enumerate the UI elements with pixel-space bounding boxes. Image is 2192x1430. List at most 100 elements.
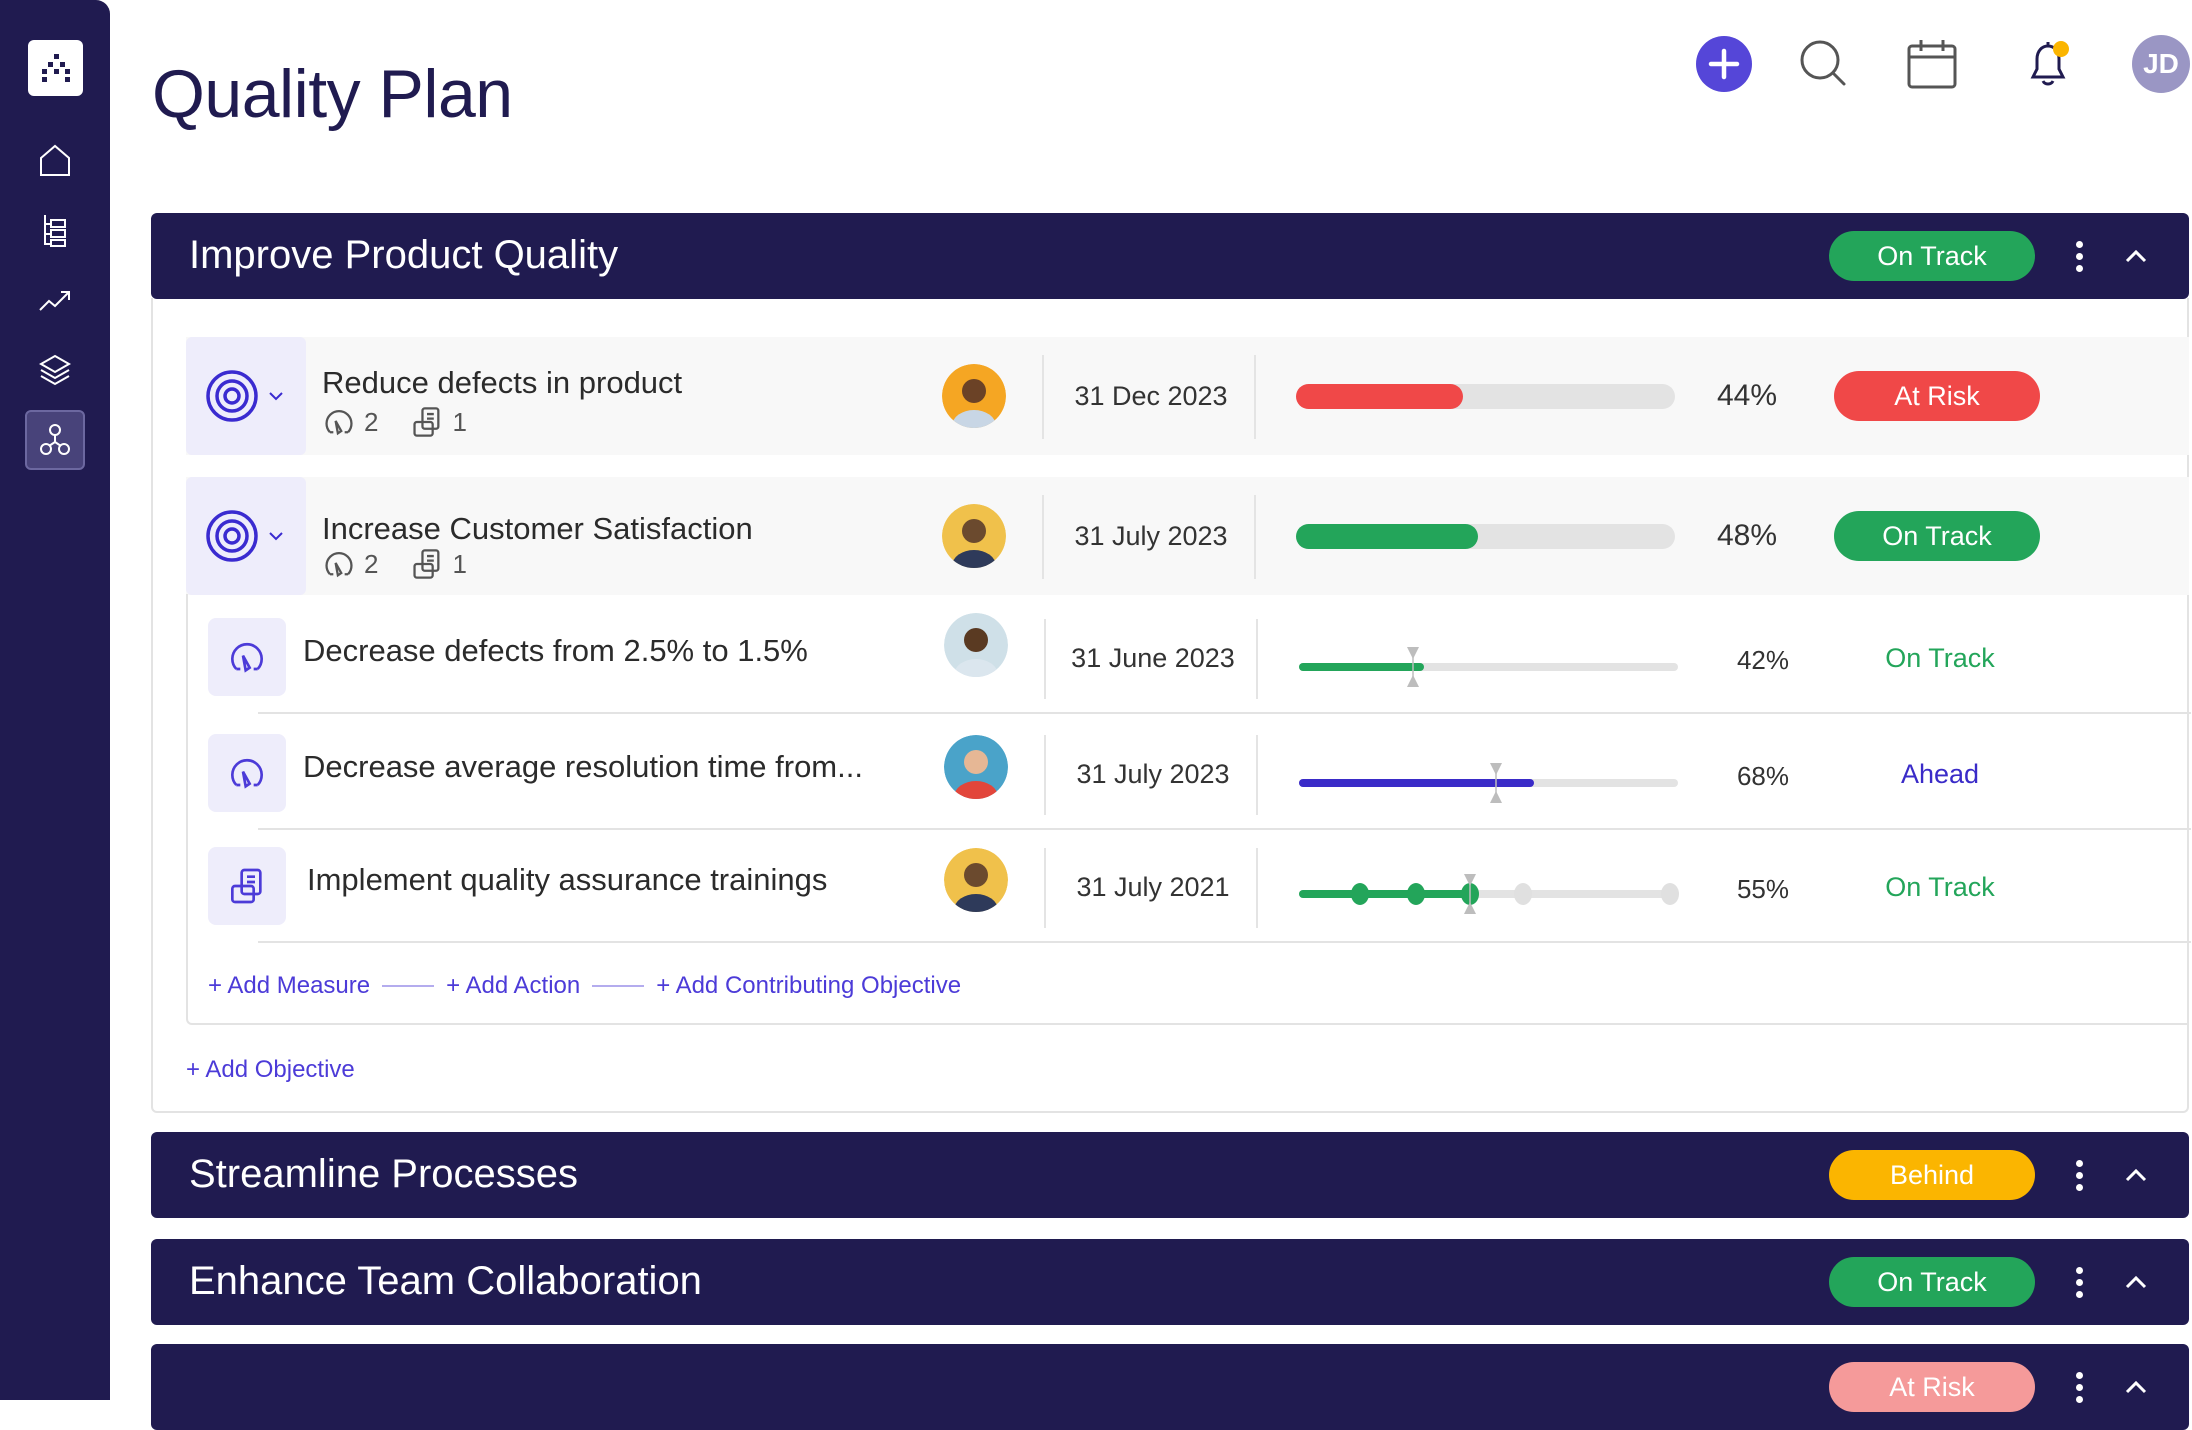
status-badge: On Track: [1829, 231, 2035, 281]
progress-percent: 42%: [1736, 645, 1790, 675]
measure-row[interactable]: Decrease defects from 2.5% to 1.5% 31 Ju…: [188, 601, 2191, 714]
progress-bar: [1296, 384, 1675, 409]
measure-title[interactable]: Decrease average resolution time from...: [303, 749, 863, 784]
add-links: + Add Measure + Add Action + Add Contrib…: [208, 972, 961, 1000]
chevron-up-icon[interactable]: [2119, 1370, 2153, 1404]
sidebar-item-trends[interactable]: [25, 270, 85, 330]
add-button[interactable]: [1694, 34, 1754, 94]
action-row[interactable]: Implement quality assurance trainings 31…: [188, 830, 2191, 943]
chevron-up-icon[interactable]: [2119, 1265, 2153, 1299]
divider: [1256, 735, 1258, 815]
search-button[interactable]: [1794, 34, 1854, 94]
section-header[interactable]: At Risk: [151, 1344, 2189, 1430]
objective-icon-block[interactable]: [186, 477, 306, 595]
divider: [1254, 355, 1256, 439]
divider: [1044, 848, 1046, 928]
progress-fill: [1299, 779, 1534, 787]
notification-dot: [2053, 41, 2069, 57]
objective-title[interactable]: Increase Customer Satisfaction: [322, 511, 753, 546]
due-date: 31 June 2023: [1071, 643, 1235, 673]
more-options-icon[interactable]: [2067, 1366, 2091, 1408]
action-document-icon: [231, 868, 262, 904]
status-text: Ahead: [1900, 759, 1980, 789]
divider: [592, 985, 645, 987]
chevron-down-icon[interactable]: [265, 525, 287, 547]
progress-fill: [1299, 663, 1425, 671]
sidebar-item-home[interactable]: [25, 130, 85, 190]
status-badge: At Risk: [1829, 1362, 2035, 1412]
section-title: Enhance Team Collaboration: [189, 1259, 702, 1303]
add-contributing-objective-link[interactable]: + Add Contributing Objective: [656, 972, 962, 999]
action-document-icon: [413, 407, 440, 437]
bell-icon: [2030, 41, 2069, 86]
owner-avatar[interactable]: [942, 364, 1006, 428]
chevron-down-icon[interactable]: [265, 385, 287, 407]
owner-avatar[interactable]: [944, 613, 1008, 677]
progress-area: [1299, 763, 1678, 803]
measure-icon-block: [208, 618, 286, 696]
more-options-icon[interactable]: [2067, 1154, 2091, 1196]
milestone-dot[interactable]: [1350, 883, 1369, 905]
measure-row[interactable]: Decrease average resolution time from...…: [188, 717, 2191, 830]
child-items-container: Decrease defects from 2.5% to 1.5% 31 Ju…: [186, 594, 2191, 1025]
owner-avatar[interactable]: [944, 735, 1008, 799]
add-objective-link[interactable]: + Add Objective: [186, 1056, 355, 1083]
measure-count: 2: [364, 548, 379, 579]
measure-count: 2: [364, 406, 379, 437]
action-document-icon: [413, 549, 440, 579]
network-icon: [40, 424, 70, 455]
calendar-button[interactable]: [1902, 34, 1962, 94]
milestone-dot[interactable]: [1513, 883, 1532, 905]
progress-percent: 55%: [1736, 874, 1790, 904]
owner-avatar[interactable]: [942, 504, 1006, 568]
row-separator: [258, 828, 2191, 830]
section-title: Improve Product Quality: [189, 233, 619, 277]
progress-area: [1299, 647, 1678, 687]
gauge-icon: [231, 642, 263, 673]
status-text: On Track: [1885, 872, 1995, 902]
milestone-dot[interactable]: [1407, 883, 1426, 905]
user-avatar[interactable]: JD: [2132, 35, 2190, 93]
sidebar-item-layers[interactable]: [25, 340, 85, 400]
app-logo[interactable]: [28, 40, 83, 96]
milestone-dot[interactable]: [1661, 883, 1680, 905]
owner-avatar[interactable]: [944, 848, 1008, 912]
action-count: 1: [452, 548, 467, 579]
action-icon-block: [208, 847, 286, 925]
progress-percent: 68%: [1736, 761, 1790, 791]
target-marker: [1490, 763, 1503, 803]
sidebar-item-network[interactable]: [25, 410, 85, 470]
measure-icon-block: [208, 734, 286, 812]
divider: [1042, 355, 1044, 439]
add-measure-link[interactable]: + Add Measure: [208, 972, 371, 999]
divider: [1254, 495, 1256, 579]
measure-title[interactable]: Decrease defects from 2.5% to 1.5%: [303, 633, 808, 668]
layers-icon: [38, 354, 72, 386]
action-title[interactable]: Implement quality assurance trainings: [307, 862, 828, 897]
section-header[interactable]: Enhance Team Collaboration On Track: [151, 1239, 2189, 1325]
divider: [1256, 848, 1258, 928]
status-badge: Behind: [1829, 1150, 2035, 1200]
chevron-up-icon[interactable]: [2119, 239, 2153, 273]
section-header[interactable]: Streamline Processes Behind: [151, 1132, 2189, 1218]
calendar-icon: [1907, 40, 1957, 89]
section-header[interactable]: Improve Product Quality On Track: [151, 213, 2189, 299]
action-count: 1: [452, 406, 467, 437]
divider: [1044, 735, 1046, 815]
sidebar-item-hierarchy[interactable]: [25, 200, 85, 260]
objective-icon-block[interactable]: [186, 337, 306, 455]
divider: [1256, 619, 1258, 699]
more-options-icon[interactable]: [2067, 1261, 2091, 1303]
chevron-up-icon[interactable]: [2119, 1158, 2153, 1192]
target-icon: [206, 510, 258, 562]
plus-icon: [1696, 36, 1752, 92]
notifications-button[interactable]: [2018, 34, 2078, 94]
add-action-link[interactable]: + Add Action: [446, 972, 581, 999]
status-badge: On Track: [1829, 1257, 2035, 1307]
more-options-icon[interactable]: [2067, 235, 2091, 277]
status-badge: On Track: [1834, 511, 2040, 561]
objective-title[interactable]: Reduce defects in product: [322, 365, 683, 400]
